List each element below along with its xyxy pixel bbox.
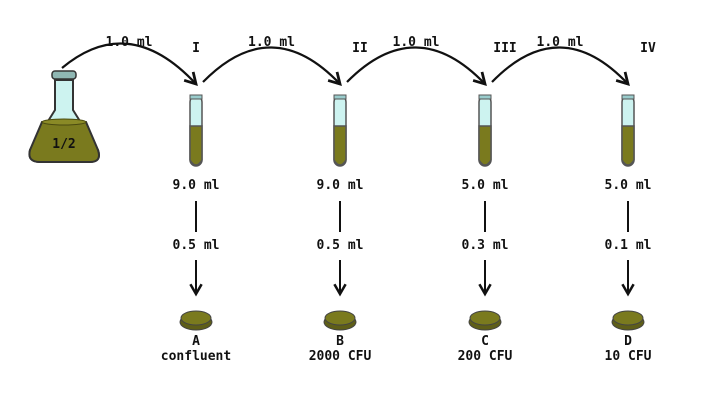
dilution-column: IV 5.0 ml 0.1 ml D10 CFU [605,41,656,364]
flask-label: 1/2 [52,137,75,152]
test-tube [478,94,492,167]
plate-letter: C [481,334,489,349]
petri-dish [611,310,645,331]
petri-dish [468,310,502,331]
plate-letter: D [624,334,632,349]
plated-volume: 0.5 ml [317,238,364,253]
tube-numeral: IV [640,41,656,56]
tube-volume: 9.0 ml [173,178,220,193]
petri-dish [323,310,357,331]
colony-count: 10 CFU [605,349,652,364]
plated-volume: 0.1 ml [605,238,652,253]
tube-numeral: II [352,41,368,56]
test-tube [189,94,203,167]
test-tube [333,94,347,167]
tube-volume: 5.0 ml [462,178,509,193]
colony-count: 200 CFU [458,349,513,364]
test-tube [621,94,635,167]
transfer-arrow [61,42,198,87]
transfer-volume-label: 1.0 ml [537,35,584,50]
petri-dish [179,310,213,331]
colony-count: 2000 CFU [309,349,372,364]
transfer-arrow [202,46,342,87]
plate-letter: B [336,334,344,349]
flask: 1/2 [28,70,100,163]
transfer-arrow [346,46,487,87]
plate-letter: A [192,334,200,349]
transfer-volume-label: 1.0 ml [248,35,295,50]
colony-count: confluent [161,349,231,364]
transfer-arrow [491,46,630,87]
tube-numeral: III [493,41,516,56]
plated-volume: 0.3 ml [462,238,509,253]
transfer-volume-label: 1.0 ml [106,35,153,50]
tube-volume: 5.0 ml [605,178,652,193]
tube-volume: 9.0 ml [317,178,364,193]
transfer-volume-label: 1.0 ml [393,35,440,50]
transfer-arrows: 1.0 ml 1.0 ml 1.0 ml 1.0 ml [61,35,630,87]
plated-volume: 0.5 ml [173,238,220,253]
tube-numeral: I [192,41,200,56]
